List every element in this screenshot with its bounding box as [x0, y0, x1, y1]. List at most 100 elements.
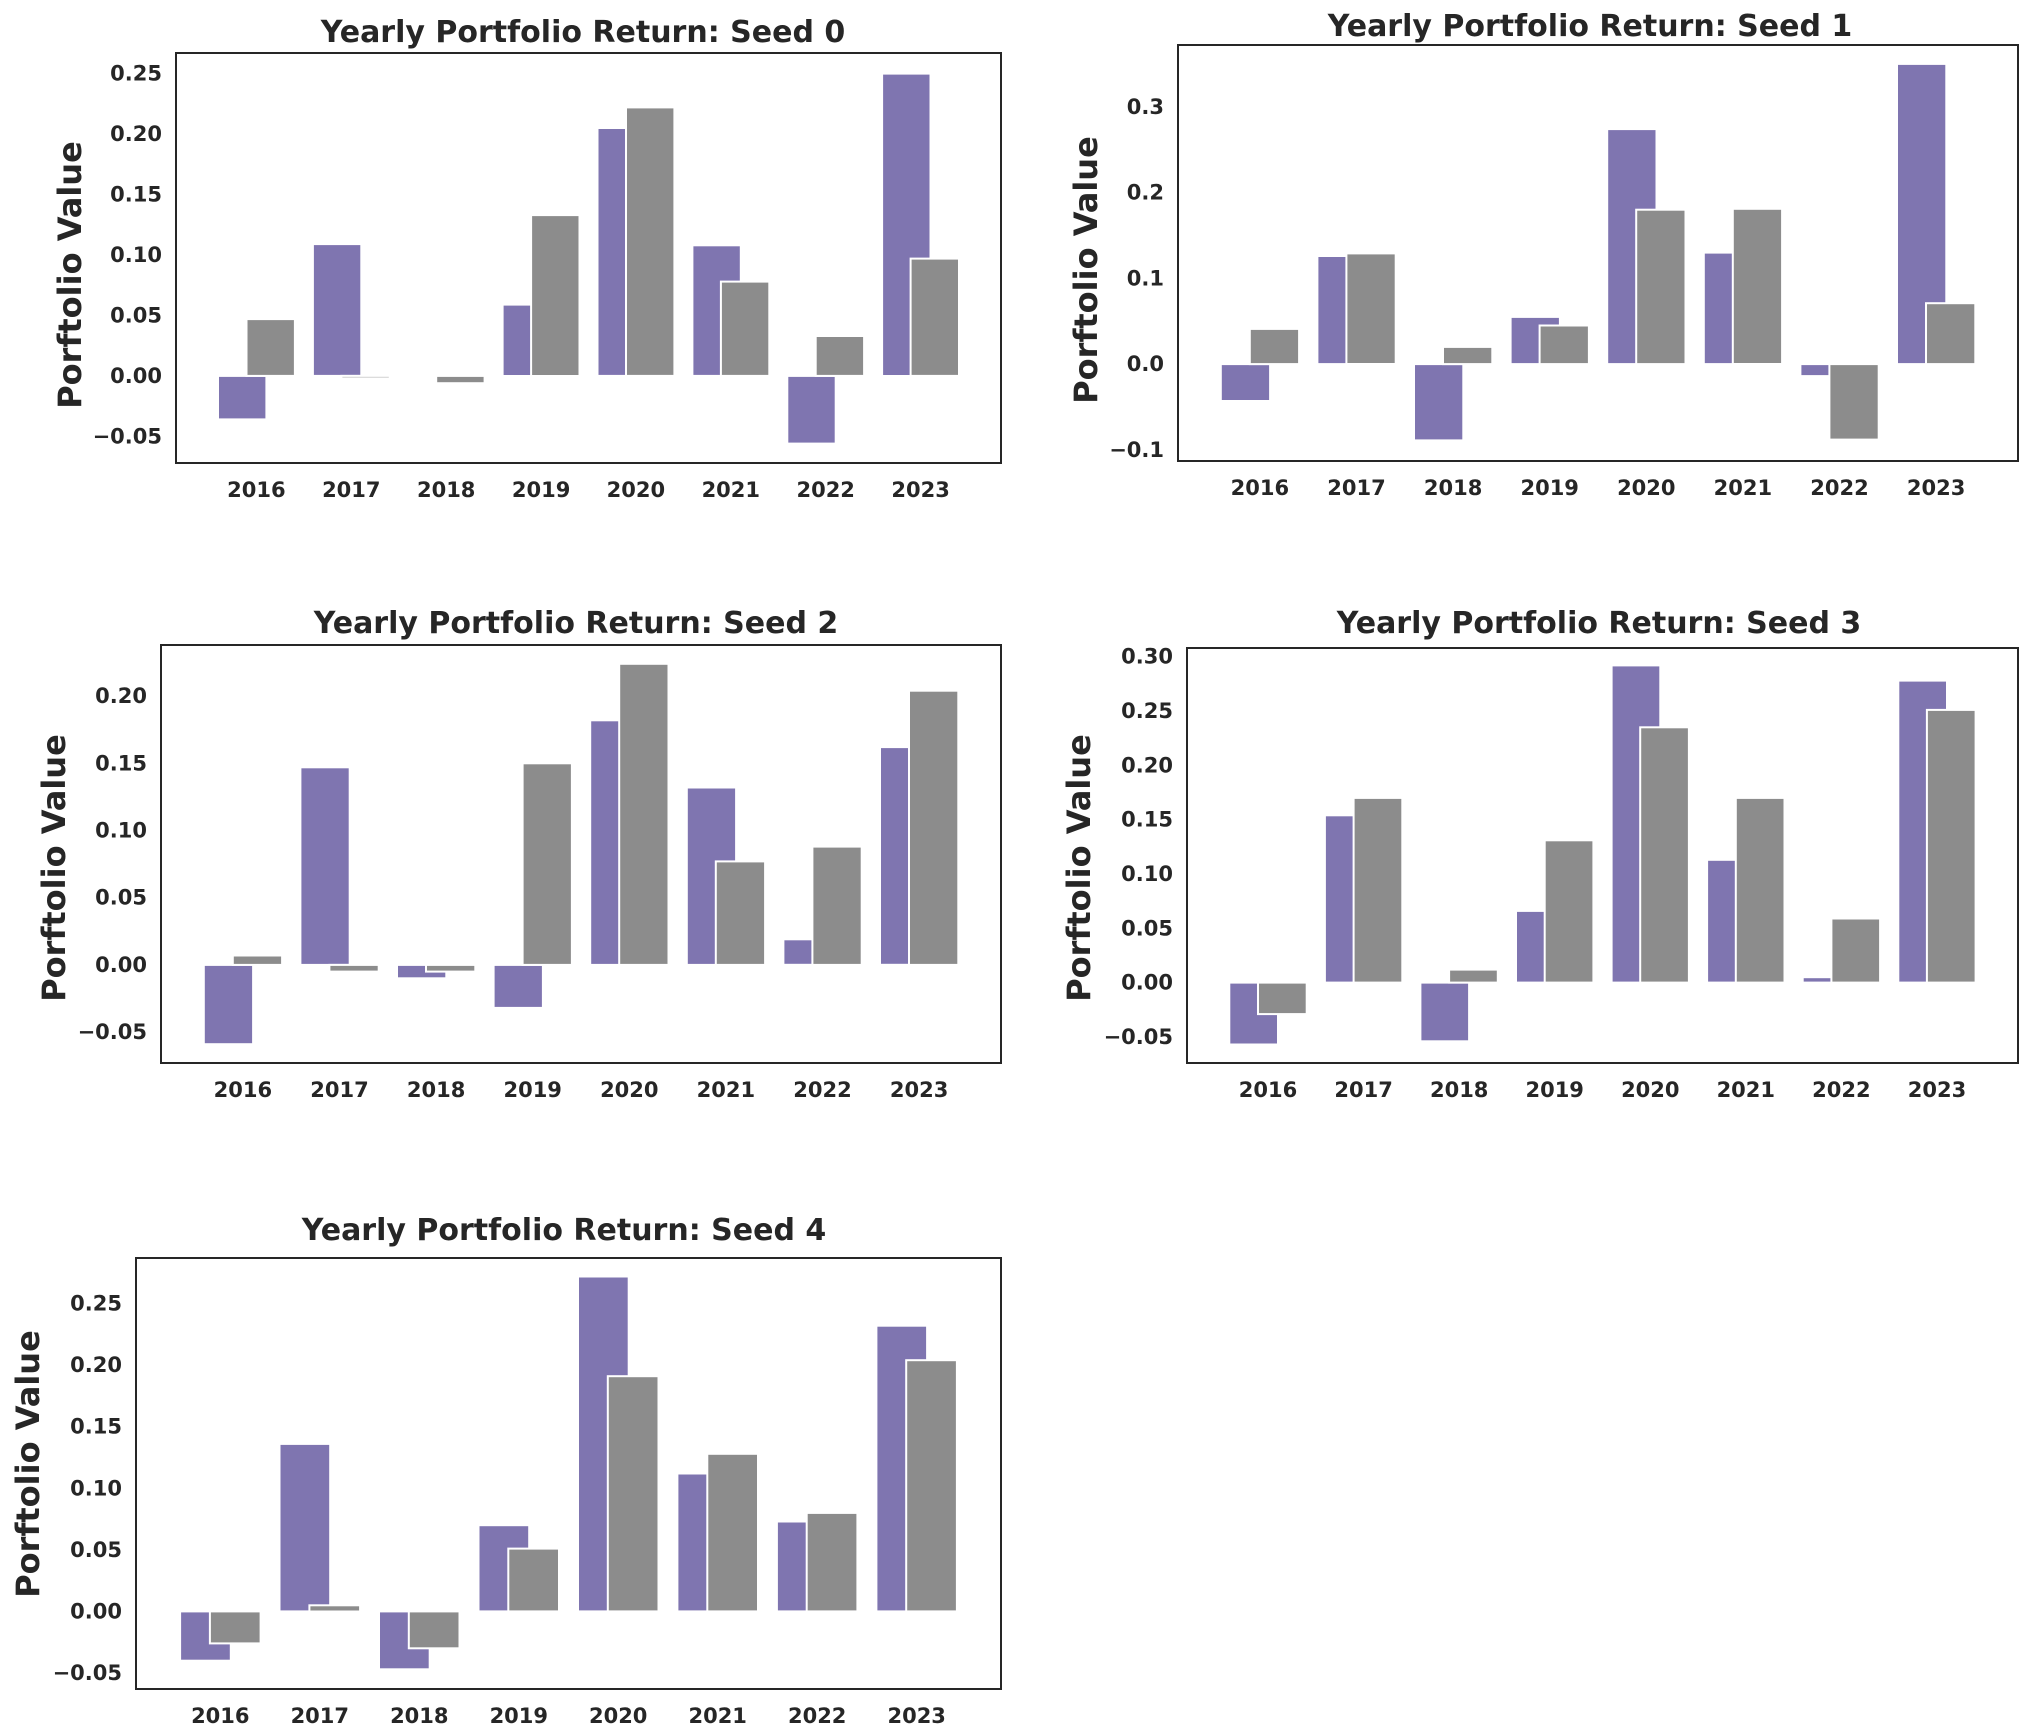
x-tick-label: 2018 — [1424, 476, 1482, 500]
bar-series-2 — [625, 106, 676, 377]
x-tick-label: 2020 — [607, 478, 665, 502]
x-tick-label: 2023 — [1908, 1078, 1966, 1102]
bar-series-2 — [1925, 302, 1977, 366]
x-tick-label: 2023 — [1907, 476, 1965, 500]
y-tick-label: 0.25 — [70, 1292, 122, 1316]
chart-seed-2: Yearly Portfolio Return: Seed 2 Porftoli… — [35, 606, 1002, 1102]
x-tick-label: 2021 — [702, 478, 760, 502]
bar-series-2 — [530, 214, 581, 377]
y-tick-label: 0.00 — [95, 953, 147, 977]
bar-series-2 — [521, 762, 573, 966]
y-tick-label: −0.05 — [53, 1661, 122, 1685]
x-tick-label: 2019 — [1520, 476, 1578, 500]
x-tick-label: 2022 — [796, 478, 854, 502]
bar-series-2 — [805, 1511, 859, 1613]
y-tick-label: 0.15 — [110, 183, 162, 207]
bar-series-2 — [1639, 726, 1690, 984]
plot-frame — [135, 1257, 1002, 1690]
plot-frame — [175, 52, 1002, 464]
x-tick-label: 2020 — [589, 1704, 647, 1726]
x-tick-label: 2018 — [1430, 1078, 1488, 1102]
x-tick-label: 2018 — [417, 478, 475, 502]
x-tick-label: 2016 — [1231, 476, 1289, 500]
bar-series-2 — [714, 860, 767, 966]
y-tick-label: 0.1 — [1127, 266, 1164, 290]
x-tick-label: 2023 — [887, 1704, 945, 1726]
bar-series-2 — [245, 318, 296, 377]
y-tick-label: 0.20 — [70, 1353, 122, 1377]
bar-series-2 — [909, 257, 960, 377]
y-tick-label: 0.05 — [70, 1538, 122, 1562]
bar-series-2 — [231, 954, 284, 966]
bar-series-2 — [1248, 327, 1301, 366]
bar-series-2 — [1731, 207, 1784, 365]
bar-series-2 — [1635, 208, 1687, 366]
plot-frame — [160, 644, 1002, 1064]
y-tick-label: 0.25 — [110, 62, 162, 86]
y-tick-label: 0.00 — [70, 1599, 122, 1623]
bar-series-2 — [905, 1359, 958, 1613]
bar-series-2 — [425, 963, 477, 973]
bar-series-1 — [217, 374, 268, 421]
y-tick-label: −0.1 — [1109, 438, 1164, 462]
x-tick-label: 2016 — [227, 478, 285, 502]
y-axis-label: Porftolio Value — [1060, 734, 1098, 1002]
bar-series-1 — [1219, 363, 1272, 403]
bar-series-1 — [278, 1442, 332, 1613]
bar-series-1 — [492, 963, 544, 1009]
x-tick-label: 2017 — [291, 1704, 349, 1726]
y-tick-label: 0.05 — [95, 886, 147, 910]
chart-title: Yearly Portfolio Return: Seed 4 — [301, 1213, 827, 1248]
x-tick-label: 2020 — [600, 1078, 658, 1102]
x-tick-label: 2017 — [310, 1078, 368, 1102]
bar-series-2 — [1442, 345, 1494, 366]
bar-series-2 — [1543, 839, 1595, 984]
y-tick-label: 0.20 — [110, 122, 162, 146]
bar-series-2 — [606, 1375, 660, 1613]
chart-seed-1: Yearly Portfolio Return: Seed 1 Porftoli… — [1067, 9, 2019, 500]
bar-series-2 — [1257, 981, 1308, 1016]
plot-frame — [1186, 647, 2019, 1064]
y-axis-label: Porftolio Value — [1067, 136, 1105, 404]
y-tick-label: −0.05 — [78, 1020, 147, 1044]
y-tick-label: 0.05 — [1121, 916, 1173, 940]
chart-seed-4: Yearly Portfolio Return: Seed 4 Porftoli… — [9, 1213, 1002, 1726]
y-tick-label: 0.05 — [110, 303, 162, 327]
bar-series-2 — [811, 845, 863, 966]
bar-series-1 — [311, 243, 363, 377]
x-tick-label: 2018 — [390, 1704, 448, 1726]
x-tick-label: 2018 — [407, 1078, 465, 1102]
y-tick-label: 0.00 — [1121, 971, 1173, 995]
bar-series-2 — [1830, 917, 1882, 984]
x-tick-label: 2022 — [793, 1078, 851, 1102]
bar-series-2 — [1538, 324, 1590, 366]
y-tick-label: 0.00 — [110, 364, 162, 388]
chart-title: Yearly Portfolio Return: Seed 2 — [313, 606, 839, 641]
x-tick-label: 2020 — [1617, 476, 1675, 500]
bar-series-1 — [299, 766, 351, 966]
x-tick-label: 2017 — [1334, 1078, 1392, 1102]
bar-series-2 — [814, 335, 866, 377]
y-tick-label: 0.10 — [1121, 862, 1173, 886]
x-tick-label: 2019 — [1525, 1078, 1583, 1102]
y-tick-label: 0.15 — [95, 751, 147, 775]
x-tick-label: 2023 — [891, 478, 949, 502]
y-tick-label: 0.10 — [70, 1476, 122, 1500]
chart-seed-3: Yearly Portfolio Return: Seed 3 Porftoli… — [1060, 606, 2019, 1102]
x-tick-label: 2021 — [1714, 476, 1772, 500]
y-tick-label: 0.0 — [1127, 352, 1164, 376]
bar-series-2 — [328, 963, 380, 973]
x-tick-label: 2016 — [191, 1704, 249, 1726]
y-tick-label: 0.10 — [95, 819, 147, 843]
chart-title: Yearly Portfolio Return: Seed 1 — [1327, 9, 1853, 44]
x-tick-label: 2016 — [214, 1078, 272, 1102]
x-tick-label: 2019 — [503, 1078, 561, 1102]
y-tick-label: 0.10 — [110, 243, 162, 267]
plot-frame — [1177, 44, 2019, 462]
bar-series-2 — [1925, 708, 1977, 984]
bar-series-2 — [507, 1547, 560, 1613]
x-tick-label: 2022 — [788, 1704, 846, 1726]
bar-series-1 — [202, 963, 255, 1046]
x-tick-label: 2021 — [688, 1704, 746, 1726]
